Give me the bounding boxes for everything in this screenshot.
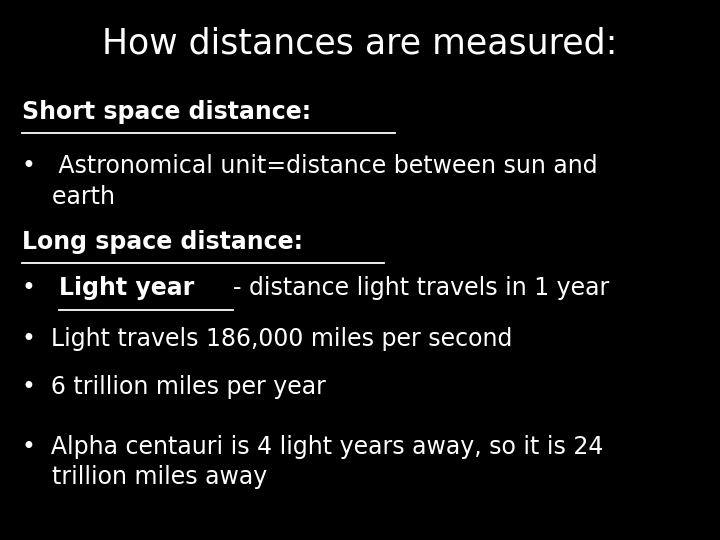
Text: Light year: Light year (59, 276, 194, 300)
Text: •  6 trillion miles per year: • 6 trillion miles per year (22, 375, 325, 399)
Text: - distance light travels in 1 year: - distance light travels in 1 year (233, 276, 610, 300)
Text: Short space distance:: Short space distance: (22, 100, 311, 124)
Text: How distances are measured:: How distances are measured: (102, 27, 618, 61)
Text: •  Alpha centauri is 4 light years away, so it is 24
    trillion miles away: • Alpha centauri is 4 light years away, … (22, 435, 603, 489)
Text: •  Light travels 186,000 miles per second: • Light travels 186,000 miles per second (22, 327, 512, 350)
Text: •   Astronomical unit=distance between sun and
    earth: • Astronomical unit=distance between sun… (22, 154, 597, 208)
Text: •: • (22, 276, 50, 300)
Text: Long space distance:: Long space distance: (22, 230, 302, 253)
